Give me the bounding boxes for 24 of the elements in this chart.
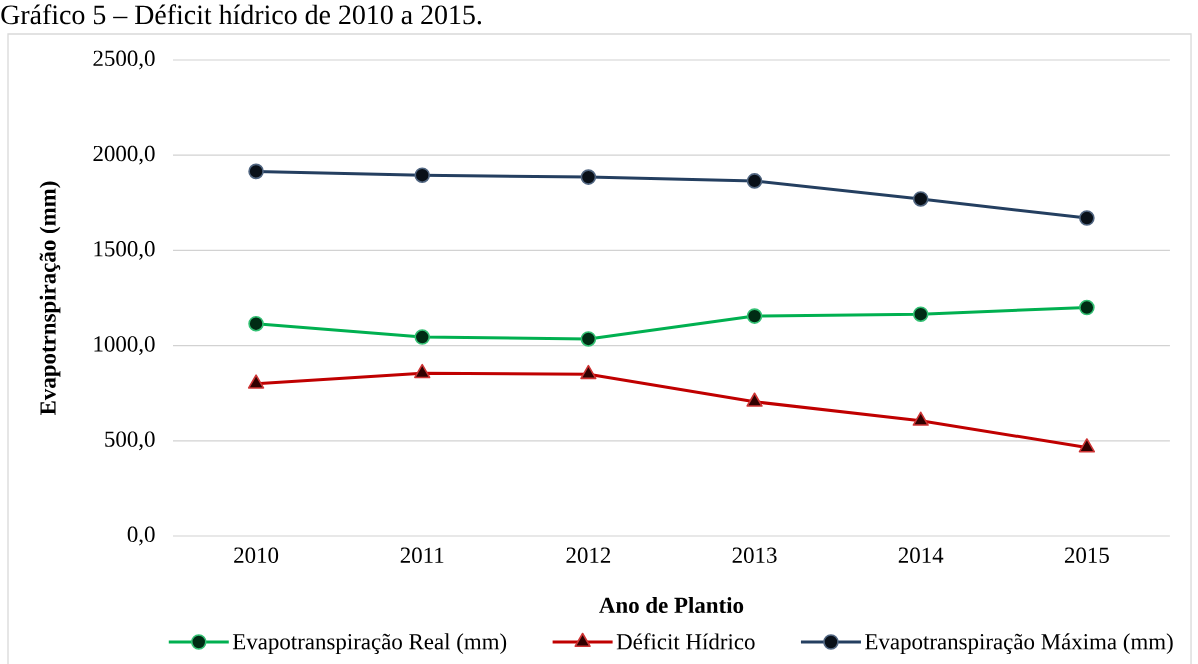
- y-tick-label: 1500,0: [94, 241, 155, 260]
- point: [248, 163, 264, 180]
- point: [746, 173, 763, 189]
- y-tick-label: 500,0: [105, 431, 155, 451]
- y-axis-title: Evapotrnspiração (mm): [39, 181, 61, 416]
- y-tick-label: 0,0: [127, 526, 155, 546]
- x-tick-label: 2011: [400, 547, 444, 563]
- point: [414, 167, 431, 183]
- x-tick-label: 2013: [732, 547, 777, 563]
- legend-label: Evapotranspiração Máxima (mm): [865, 633, 1173, 655]
- y-tick-label: 2500,0: [93, 50, 155, 70]
- y-tick-label: 1000,0: [94, 336, 155, 355]
- point: [912, 191, 929, 207]
- x-axis-title: Ano de Plantio: [599, 596, 744, 614]
- x-tick-label: 2014: [898, 547, 944, 563]
- x-tick-label: 2012: [566, 547, 611, 563]
- x-tick-label: 2010: [234, 547, 279, 563]
- legend-label: Evapotranspiração Real (mm): [232, 633, 507, 655]
- chart-title: Gráfico 5 – Déficit hídrico de 2010 a 2015.: [1, 4, 482, 25]
- point: [580, 169, 597, 185]
- y-tick-label: 2000,0: [93, 145, 155, 165]
- legend-label: Déficit Hídrico: [616, 633, 755, 650]
- point: [1079, 210, 1095, 226]
- x-tick-label: 2015: [1064, 547, 1109, 563]
